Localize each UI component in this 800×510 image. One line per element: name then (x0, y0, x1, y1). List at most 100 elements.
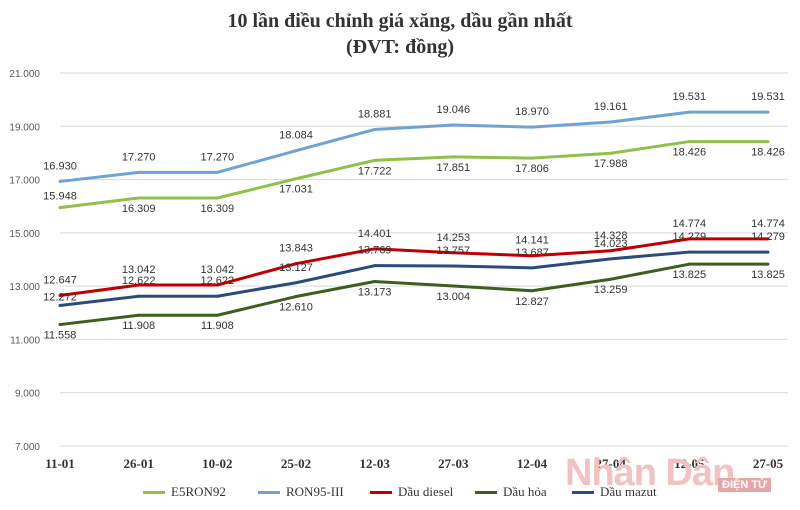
legend-item: Dầu diesel (370, 484, 453, 500)
data-label: 17.031 (279, 184, 313, 196)
legend-label: RON95-III (286, 484, 344, 499)
data-point (451, 284, 455, 288)
data-label: 14.774 (673, 218, 707, 230)
data-point (373, 264, 377, 268)
data-point (58, 179, 62, 183)
data-label: 14.279 (751, 231, 785, 243)
data-point (215, 313, 219, 317)
data-label: 11.908 (201, 320, 234, 332)
data-label: 13.259 (594, 284, 628, 296)
watermark-text: Nhân Dân (565, 452, 735, 494)
data-label: 11.908 (122, 320, 155, 332)
data-point (58, 304, 62, 308)
data-point (215, 170, 219, 174)
legend-swatch (572, 490, 594, 494)
data-label: 16.309 (122, 203, 156, 215)
data-label: 17.270 (122, 151, 156, 163)
data-label: 17.270 (201, 151, 235, 163)
data-label: 19.531 (751, 91, 785, 103)
chart-title: 10 lần điều chỉnh giá xăng, dầu gần nhất (227, 10, 573, 32)
data-label: 13.687 (515, 247, 549, 259)
data-point (687, 110, 691, 114)
data-label: 19.531 (673, 91, 707, 103)
data-point (687, 262, 691, 266)
series-line (59, 250, 768, 308)
legend: E5RON92 RON95-III Dầu diesel Dầu hỏa Dầu maz… (0, 484, 800, 504)
y-tick-label: 11.000 (10, 335, 40, 346)
data-point (58, 294, 62, 298)
x-tick-label: 27-03 (438, 456, 469, 471)
data-label: 12.622 (201, 275, 235, 287)
data-point (766, 110, 770, 114)
data-labels: 15.948 16.309 16.309 17.031 17.722 17.851 17.8… (43, 91, 785, 341)
series-lines (58, 110, 770, 327)
data-point (373, 158, 377, 162)
data-point (373, 127, 377, 131)
legend-label: E5RON92 (171, 484, 226, 499)
data-point (137, 283, 141, 287)
data-point (766, 262, 770, 266)
data-label: 14.023 (594, 238, 628, 250)
data-point (373, 247, 377, 251)
data-label: 13.757 (437, 245, 471, 257)
data-label: 14.401 (358, 228, 392, 240)
series-line (59, 140, 768, 210)
watermark-logo: Nhân Dân (565, 452, 735, 495)
x-tick-label: 11-01 (45, 456, 75, 471)
data-label: 17.722 (358, 165, 392, 177)
x-tick-label: 10-02 (202, 456, 232, 471)
watermark-badge: ĐIỆN TỬ (718, 478, 772, 492)
data-label: 16.309 (201, 203, 235, 215)
data-label: 13.004 (437, 291, 471, 303)
data-point (294, 149, 298, 153)
legend-item: RON95-III (258, 484, 344, 500)
x-tick-label: 12-05 (674, 456, 705, 471)
data-point (687, 237, 691, 241)
data-point (137, 170, 141, 174)
data-label: 11.558 (44, 330, 77, 342)
data-point (294, 262, 298, 266)
data-label: 13.042 (201, 264, 235, 276)
data-point (609, 249, 613, 253)
x-tick-label: 26-01 (123, 456, 153, 471)
y-tick-label: 15.000 (9, 229, 40, 240)
data-point (215, 294, 219, 298)
data-label: 18.970 (515, 106, 549, 118)
data-label: 12.647 (43, 275, 77, 287)
y-tick-label: 13.000 (9, 282, 40, 293)
data-point (451, 123, 455, 127)
y-tick-label: 21.000 (9, 69, 40, 80)
legend-item: E5RON92 (143, 484, 226, 500)
data-point (609, 257, 613, 261)
data-label: 14.253 (437, 232, 471, 244)
series-line (59, 110, 768, 183)
x-tick-label: 12-04 (517, 456, 548, 471)
data-label: 18.084 (279, 130, 313, 142)
x-axis-ticks: 11-01 26-01 10-02 25-02 12-03 27-03 12-04 27-04… (45, 456, 783, 471)
data-label: 12.272 (43, 292, 77, 304)
data-label: 14.141 (515, 235, 549, 247)
chart-subtitle: (ĐVT: đồng) (346, 36, 454, 58)
x-tick-label: 25-02 (281, 456, 311, 471)
data-point (294, 295, 298, 299)
data-point (609, 277, 613, 281)
data-point (687, 250, 691, 254)
legend-label: Dầu hỏa (503, 484, 547, 499)
data-point (294, 281, 298, 285)
data-point (530, 254, 534, 258)
data-point (530, 266, 534, 270)
legend-swatch (143, 490, 165, 494)
data-label: 17.851 (437, 162, 471, 174)
data-point (137, 313, 141, 317)
data-label: 12.827 (515, 296, 549, 308)
legend-item: Dầu hỏa (475, 484, 547, 500)
x-tick-label: 27-05 (753, 456, 784, 471)
data-point (687, 140, 691, 144)
data-point (137, 196, 141, 200)
legend-swatch (258, 490, 280, 494)
data-point (530, 289, 534, 293)
data-point (530, 125, 534, 129)
data-point (451, 155, 455, 159)
data-point (137, 294, 141, 298)
